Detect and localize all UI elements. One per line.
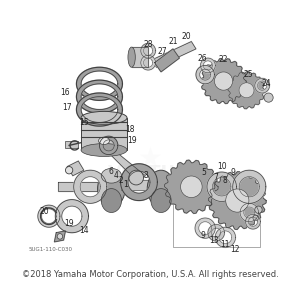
Polygon shape bbox=[233, 170, 266, 203]
Polygon shape bbox=[208, 224, 224, 241]
Polygon shape bbox=[228, 72, 265, 109]
Circle shape bbox=[214, 72, 232, 90]
Circle shape bbox=[57, 234, 63, 239]
Text: VENTURE: VENTURE bbox=[108, 164, 202, 182]
Text: 17: 17 bbox=[62, 103, 72, 112]
Ellipse shape bbox=[128, 47, 135, 67]
Polygon shape bbox=[255, 78, 269, 93]
Text: 26: 26 bbox=[198, 54, 207, 63]
Text: 8: 8 bbox=[223, 176, 228, 185]
Polygon shape bbox=[74, 170, 107, 203]
Text: 2: 2 bbox=[118, 176, 123, 185]
Polygon shape bbox=[76, 93, 122, 126]
Text: 16: 16 bbox=[61, 88, 70, 97]
Text: 20: 20 bbox=[182, 32, 192, 41]
Polygon shape bbox=[195, 218, 215, 238]
Text: 3: 3 bbox=[143, 171, 148, 180]
Polygon shape bbox=[201, 58, 246, 104]
Text: 9: 9 bbox=[201, 231, 206, 240]
Ellipse shape bbox=[101, 168, 122, 183]
Polygon shape bbox=[121, 180, 154, 190]
Polygon shape bbox=[76, 67, 122, 100]
Bar bbox=[65, 141, 78, 148]
Ellipse shape bbox=[151, 189, 171, 212]
Text: 9: 9 bbox=[230, 169, 235, 178]
Text: 12: 12 bbox=[230, 245, 239, 254]
Polygon shape bbox=[196, 65, 214, 84]
Polygon shape bbox=[67, 161, 84, 176]
Text: 27: 27 bbox=[157, 47, 167, 56]
Circle shape bbox=[181, 176, 202, 197]
Polygon shape bbox=[99, 136, 118, 155]
Polygon shape bbox=[38, 205, 60, 227]
Circle shape bbox=[65, 167, 73, 174]
Polygon shape bbox=[121, 164, 158, 201]
Text: 15: 15 bbox=[79, 118, 88, 127]
Ellipse shape bbox=[98, 137, 110, 145]
Text: 19: 19 bbox=[127, 136, 136, 145]
Polygon shape bbox=[54, 231, 65, 242]
Polygon shape bbox=[76, 80, 122, 113]
Text: 13: 13 bbox=[209, 236, 219, 244]
Ellipse shape bbox=[129, 170, 144, 185]
Polygon shape bbox=[173, 182, 233, 192]
Text: 11: 11 bbox=[220, 240, 230, 249]
Polygon shape bbox=[201, 58, 215, 73]
Ellipse shape bbox=[101, 189, 122, 212]
Ellipse shape bbox=[81, 144, 127, 156]
Polygon shape bbox=[58, 182, 104, 191]
Polygon shape bbox=[231, 184, 256, 192]
Text: 14: 14 bbox=[79, 226, 88, 236]
Polygon shape bbox=[208, 172, 266, 230]
Polygon shape bbox=[104, 148, 146, 182]
Circle shape bbox=[264, 93, 273, 102]
Polygon shape bbox=[132, 47, 148, 67]
Polygon shape bbox=[215, 227, 236, 247]
Text: 25: 25 bbox=[244, 70, 253, 79]
Text: ★: ★ bbox=[138, 145, 162, 173]
Text: 10: 10 bbox=[217, 162, 226, 171]
Text: 1: 1 bbox=[123, 180, 128, 189]
Text: ©2018 Yamaha Motor Corporation, U.S.A. All rights reserved.: ©2018 Yamaha Motor Corporation, U.S.A. A… bbox=[22, 270, 278, 279]
Text: 19: 19 bbox=[64, 219, 74, 228]
Circle shape bbox=[255, 206, 262, 213]
Text: 20: 20 bbox=[40, 207, 49, 216]
Text: 18: 18 bbox=[125, 125, 134, 134]
Text: 28: 28 bbox=[143, 40, 153, 49]
Text: 22: 22 bbox=[219, 56, 228, 64]
Text: 7: 7 bbox=[214, 173, 219, 182]
Text: 21: 21 bbox=[168, 37, 178, 46]
Polygon shape bbox=[154, 49, 179, 72]
Text: 5UG1-110-C030: 5UG1-110-C030 bbox=[29, 247, 73, 252]
Ellipse shape bbox=[147, 170, 175, 207]
Polygon shape bbox=[207, 172, 236, 202]
Text: 4: 4 bbox=[114, 171, 118, 180]
Polygon shape bbox=[240, 203, 259, 222]
Ellipse shape bbox=[98, 170, 125, 207]
Bar bbox=[81, 118, 127, 150]
Polygon shape bbox=[141, 44, 155, 58]
Text: 6: 6 bbox=[109, 167, 114, 176]
Circle shape bbox=[226, 189, 249, 212]
Polygon shape bbox=[55, 200, 88, 233]
Polygon shape bbox=[165, 160, 218, 213]
Text: 5: 5 bbox=[201, 169, 206, 178]
Circle shape bbox=[239, 83, 254, 98]
Ellipse shape bbox=[81, 111, 127, 124]
Circle shape bbox=[253, 215, 259, 221]
Polygon shape bbox=[141, 55, 155, 70]
Polygon shape bbox=[152, 41, 196, 67]
Text: 24: 24 bbox=[261, 79, 271, 88]
Polygon shape bbox=[246, 214, 260, 229]
